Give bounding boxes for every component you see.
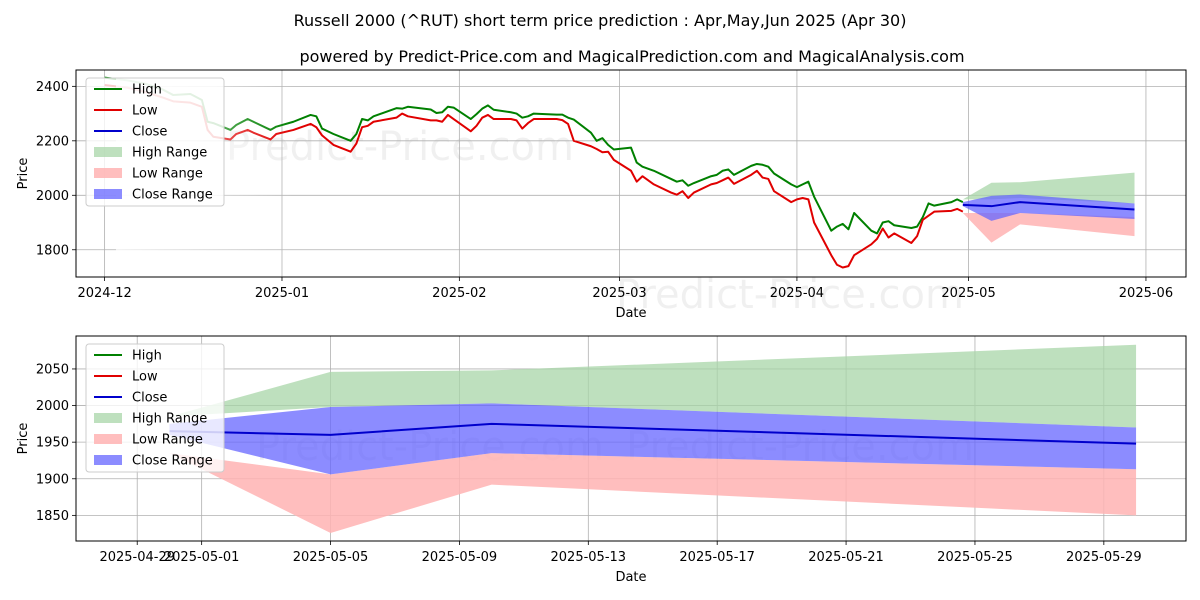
low-series-line (104, 83, 964, 269)
x-axis-label: Date (615, 570, 646, 585)
legend-close-range-label: Close Range (132, 188, 213, 203)
x-tick-label: 2025-02 (432, 286, 486, 301)
legend: High Low Close High Range Low Range Close Ran… (85, 343, 225, 473)
legend-low-label: Low (132, 104, 158, 119)
y-tick-label: 2000 (36, 399, 69, 414)
legend-low-label: Low (132, 370, 158, 385)
y-tick-label: 2200 (36, 134, 69, 149)
y-tick-label: 1950 (36, 436, 69, 451)
y-tick-label: 2050 (36, 362, 69, 377)
legend-low-range-swatch (94, 434, 122, 444)
plot-area (169, 344, 1137, 533)
legend-high-label: High (132, 83, 162, 98)
y-tick-label: 1900 (36, 472, 69, 487)
legend-high-range-label: High Range (132, 412, 207, 427)
x-tick-label: 2025-04 (770, 286, 824, 301)
y-tick-label: 2000 (36, 189, 69, 204)
y-tick-label: 1850 (36, 509, 69, 524)
x-tick-label: 2025-05-25 (937, 550, 1013, 565)
legend-close-range-swatch (94, 189, 122, 199)
plot-frame (75, 335, 1187, 542)
x-tick-label: 2025-05 (941, 286, 995, 301)
legend-high-range-swatch (94, 147, 122, 157)
x-tick-label: 2025-05-17 (679, 550, 755, 565)
plot-area (104, 76, 1135, 269)
close-series-line (962, 201, 1135, 211)
x-tick-label: 2025-01 (255, 286, 309, 301)
x-tick-label: 2025-05-29 (1066, 550, 1142, 565)
prediction-detail-panel: Predict-Price.comPredict-Price.com185019… (16, 335, 1187, 585)
high-series-line (104, 76, 964, 235)
x-tick-label: 2025-06 (1119, 286, 1173, 301)
watermark-text: Predict-Price.com (616, 272, 964, 318)
close-range-band (169, 403, 1137, 475)
chart-title: Russell 2000 (^RUT) short term price pre… (294, 11, 907, 30)
legend-high-range-label: High Range (132, 146, 207, 161)
legend: High Low Close High Range Low Range Close Ran… (85, 77, 225, 207)
x-tick-label: 2025-05-05 (293, 550, 369, 565)
legend-close-label: Close (132, 125, 167, 140)
x-tick-label: 2025-05-13 (551, 550, 627, 565)
close-range-band (962, 194, 1135, 221)
legend-close-label: Close (132, 391, 167, 406)
x-axis-label: Date (615, 306, 646, 321)
y-axis-label: Price (16, 423, 31, 455)
low-range-band (962, 212, 1135, 243)
legend-low-range-swatch (94, 168, 122, 178)
legend-high-range-swatch (94, 413, 122, 423)
legend-low-range-label: Low Range (132, 167, 203, 182)
close-series-line (169, 422, 1137, 445)
y-tick-label: 1800 (36, 243, 69, 258)
y-tick-label: 2400 (36, 80, 69, 95)
plot-frame (75, 69, 1187, 278)
x-tick-label: 2025-04-29 (99, 550, 175, 565)
legend-close-range-swatch (94, 455, 122, 465)
legend-low-range-label: Low Range (132, 433, 203, 448)
x-tick-label: 2024-12 (77, 286, 131, 301)
high-range-band (169, 344, 1137, 428)
y-axis-label: Price (16, 158, 31, 190)
low-range-band (169, 453, 1137, 533)
x-tick-label: 2025-05-21 (808, 550, 884, 565)
legend-high-label: High (132, 349, 162, 364)
x-tick-label: 2025-05-09 (422, 550, 498, 565)
legend-close-range-label: Close Range (132, 454, 213, 469)
chart-subtitle: powered by Predict-Price.com and Magical… (299, 47, 964, 66)
price-history-panel: Predict-Price.comPredict-Price.com180020… (16, 69, 1187, 321)
x-tick-label: 2025-05-01 (164, 550, 240, 565)
x-tick-label: 2025-03 (592, 286, 646, 301)
